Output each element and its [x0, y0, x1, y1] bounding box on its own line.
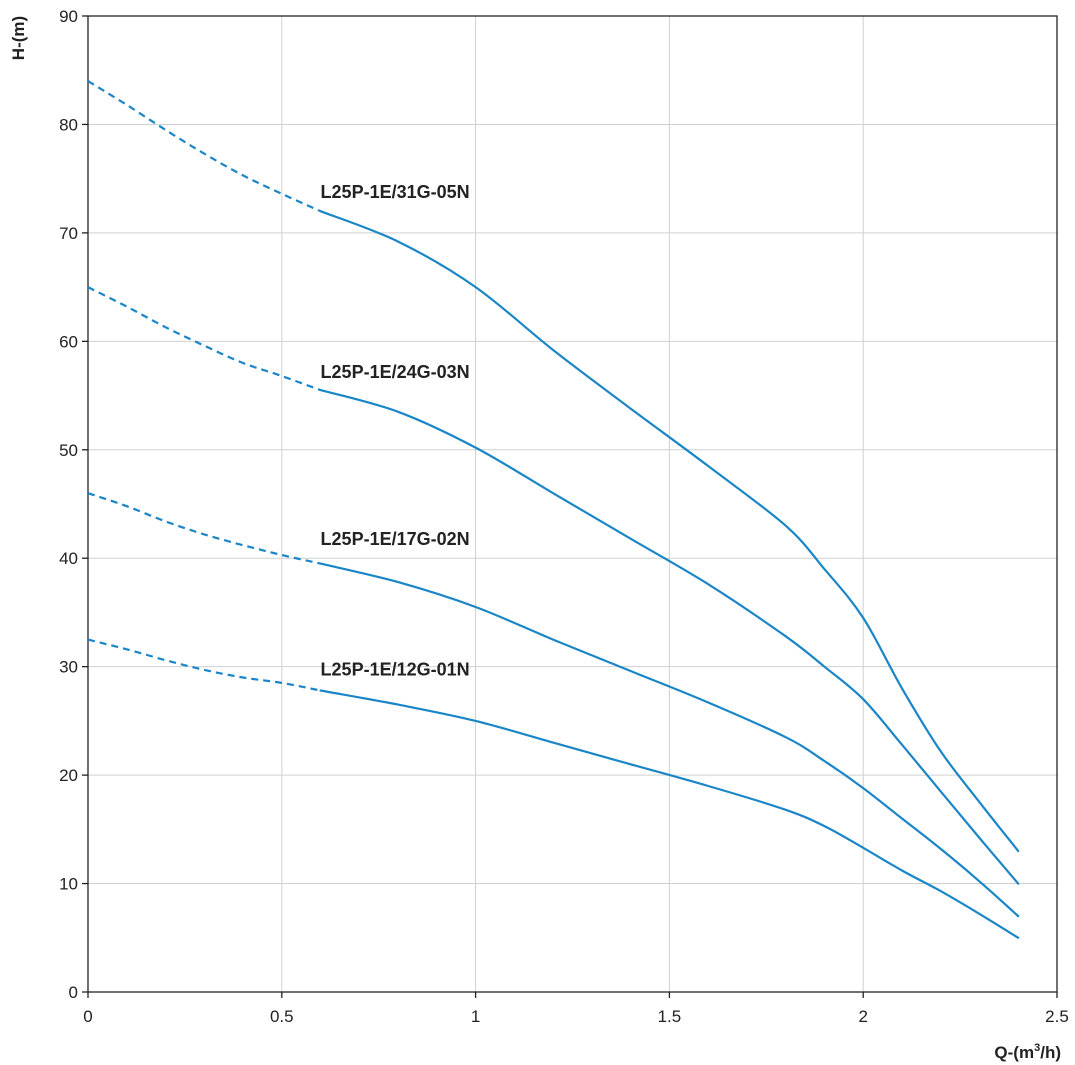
series-label: L25P-1E/12G-01N — [321, 659, 470, 679]
y-tick-label: 10 — [59, 875, 78, 894]
series-curve — [319, 562, 1020, 918]
series-curve-dashed — [87, 80, 322, 213]
series-labels: L25P-1E/31G-05N L25P-1E/24G-03N L25P-1E/17… — [321, 182, 470, 679]
series-curve — [319, 389, 1020, 885]
axis-ticks: 0 0.5 1 1.5 2 2.5 0 10 20 30 40 50 60 70 80 90 — [59, 7, 1069, 1026]
y-tick-label: 30 — [59, 658, 78, 677]
y-tick-label: 80 — [59, 115, 78, 134]
series-label: L25P-1E/31G-05N — [321, 182, 470, 202]
x-tick-label: 0 — [83, 1007, 92, 1026]
series-curve-dashed — [87, 638, 321, 692]
x-tick-label: 0.5 — [270, 1007, 294, 1026]
y-axis-title: H-(m) — [9, 16, 28, 60]
x-axis-title: Q-(m3/h) — [994, 1042, 1061, 1062]
y-tick-label: 70 — [59, 224, 78, 243]
y-tick-label: 50 — [59, 441, 78, 460]
x-tick-label: 2 — [858, 1007, 867, 1026]
series-label: L25P-1E/17G-02N — [321, 529, 470, 549]
y-tick-label: 40 — [59, 549, 78, 568]
series-curve-dashed — [87, 286, 321, 392]
series-curve — [319, 689, 1020, 939]
y-tick-label: 20 — [59, 766, 78, 785]
series-curve-dashed — [87, 492, 321, 565]
plot-frame — [87, 15, 1058, 993]
series-curves — [87, 80, 1020, 939]
y-tick-label: 0 — [69, 983, 78, 1002]
series-label: L25P-1E/24G-03N — [321, 362, 470, 382]
series-curve — [319, 210, 1020, 853]
x-tick-label: 1.5 — [658, 1007, 682, 1026]
y-tick-label: 60 — [59, 332, 78, 351]
x-tick-label: 2.5 — [1045, 1007, 1069, 1026]
y-tick-label: 90 — [59, 7, 78, 26]
x-tick-label: 1 — [471, 1007, 480, 1026]
